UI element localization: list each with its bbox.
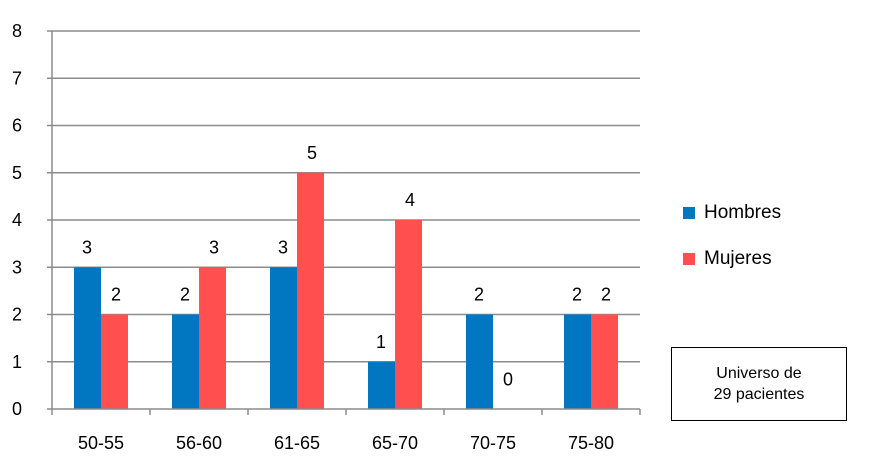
data-label-mujeres-70-75: 0: [503, 369, 513, 389]
data-label-hombres-65-70: 1: [376, 332, 386, 352]
y-tick-label-7: 7: [12, 68, 22, 88]
bar-hombres-56-60: [172, 314, 199, 409]
data-label-mujeres-65-70: 4: [405, 190, 415, 210]
y-tick-label-1: 1: [12, 352, 22, 372]
x-tick-label-65-70: 65-70: [372, 433, 418, 453]
bar-mujeres-50-55: [101, 314, 128, 409]
bar-hombres-70-75: [466, 314, 493, 409]
bars: [74, 172, 618, 409]
legend-swatch-mujeres: [683, 253, 695, 265]
annotation-line-1: Universo de: [716, 365, 802, 382]
y-tick-label-5: 5: [12, 163, 22, 183]
annotation-box: Universo de 29 pacientes: [671, 347, 847, 421]
bar-hombres-65-70: [368, 361, 395, 409]
x-tick-label-61-65: 61-65: [274, 433, 320, 453]
x-tick-label-56-60: 56-60: [176, 433, 222, 453]
data-label-mujeres-50-55: 2: [111, 285, 121, 305]
legend: Hombres Mujeres: [683, 200, 833, 292]
y-tick-label-0: 0: [12, 399, 22, 419]
bar-hombres-50-55: [74, 267, 101, 409]
y-tick-label-8: 8: [12, 21, 22, 41]
x-tick-label-70-75: 70-75: [470, 433, 516, 453]
data-label-hombres-56-60: 2: [180, 285, 190, 305]
y-tick-label-6: 6: [12, 116, 22, 136]
legend-label-hombres: Hombres: [704, 202, 782, 223]
annotation-line-2: 29 pacientes: [713, 386, 805, 403]
bar-hombres-75-80: [564, 314, 591, 409]
y-tick-label-4: 4: [12, 210, 22, 230]
data-label-hombres-70-75: 2: [474, 285, 484, 305]
bar-mujeres-65-70: [395, 220, 422, 409]
data-label-hombres-61-65: 3: [278, 237, 288, 257]
bar-hombres-61-65: [270, 267, 297, 409]
y-axis-tick-labels: 0 1 2 3 4 5 6 7 8: [12, 21, 22, 419]
bar-mujeres-56-60: [199, 267, 226, 409]
bar-mujeres-61-65: [297, 172, 324, 409]
legend-item-hombres: Hombres: [683, 200, 833, 226]
grid-lines: [52, 30, 640, 363]
x-axis-tick-labels: 50-55 56-60 61-65 65-70 70-75 75-80: [78, 433, 614, 453]
data-label-mujeres-56-60: 3: [209, 237, 219, 257]
data-label-mujeres-75-80: 2: [601, 285, 611, 305]
data-label-hombres-75-80: 2: [572, 285, 582, 305]
bar-mujeres-75-80: [591, 314, 618, 409]
x-tick-label-75-80: 75-80: [568, 433, 614, 453]
y-tick-label-3: 3: [12, 257, 22, 277]
y-tick-label-2: 2: [12, 305, 22, 325]
legend-label-mujeres: Mujeres: [704, 248, 772, 269]
legend-item-mujeres: Mujeres: [683, 246, 833, 272]
data-label-hombres-50-55: 3: [82, 237, 92, 257]
legend-swatch-hombres: [683, 207, 695, 219]
annotation-text: Universo de 29 pacientes: [714, 363, 805, 405]
data-label-mujeres-61-65: 5: [307, 143, 317, 163]
x-tick-label-50-55: 50-55: [78, 433, 124, 453]
axes: [47, 30, 641, 415]
